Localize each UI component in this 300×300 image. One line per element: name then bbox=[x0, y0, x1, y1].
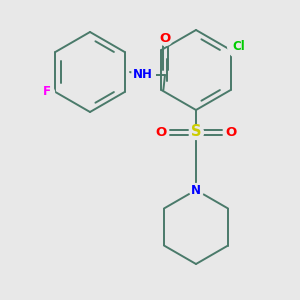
Text: O: O bbox=[225, 125, 237, 139]
Text: NH: NH bbox=[133, 68, 153, 82]
Text: S: S bbox=[191, 124, 201, 140]
Text: N: N bbox=[191, 184, 201, 196]
Text: F: F bbox=[44, 85, 51, 98]
Text: O: O bbox=[155, 125, 167, 139]
Text: O: O bbox=[159, 32, 171, 44]
Text: Cl: Cl bbox=[232, 40, 245, 52]
